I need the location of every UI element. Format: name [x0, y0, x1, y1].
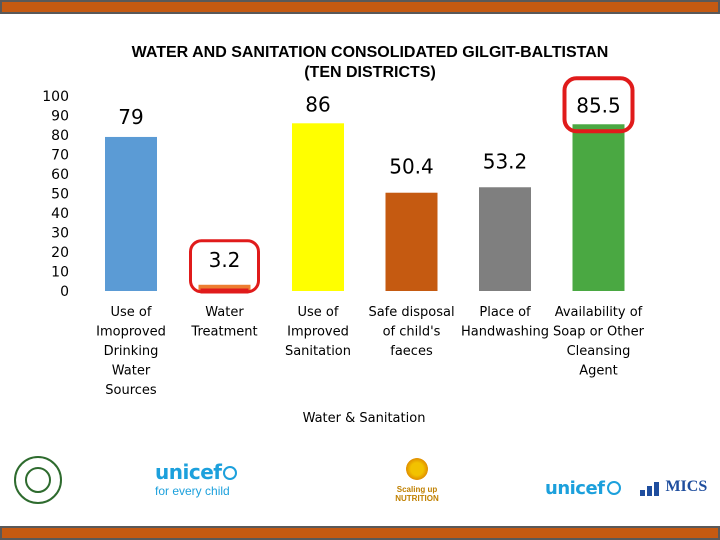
category-label: Handwashing: [461, 325, 549, 340]
category-label: Water: [112, 364, 151, 379]
chart-title: WATER AND SANITATION CONSOLIDATED GILGIT…: [132, 44, 609, 81]
category-label: of child's: [383, 325, 441, 340]
bar: [292, 123, 344, 291]
category-label: Cleansing: [567, 344, 631, 359]
category-label: Soap or Other: [553, 325, 645, 340]
data-label: 3.2: [209, 248, 241, 272]
y-tick-label: 0: [60, 284, 69, 300]
category-label: Sources: [105, 383, 157, 398]
category-labels: Use of Imoproved Drinking Water Sources Water…: [96, 305, 644, 398]
category-label: Safe disposal: [368, 305, 454, 320]
y-tick-label: 20: [51, 245, 69, 261]
bars: [105, 123, 625, 292]
data-label: 79: [118, 105, 143, 129]
bar: [105, 136, 157, 291]
bar: [479, 187, 531, 291]
highlight-box: [562, 76, 635, 134]
y-tick-label: 30: [51, 226, 69, 242]
highlight-marks: [189, 76, 635, 294]
unicef-globe-icon-right: [606, 481, 621, 495]
nutrition-text: NUTRITION: [395, 494, 439, 503]
data-label: 86: [305, 92, 330, 116]
data-label: 50.4: [389, 155, 434, 179]
category-label: Improved: [287, 325, 349, 340]
category-label: Use of: [298, 305, 339, 320]
mics-text: MICS: [665, 478, 708, 496]
scaling-up-nutrition-logo: Scaling up NUTRITION: [382, 458, 452, 503]
unicef-wordmark: unicef: [155, 460, 222, 484]
bar: [385, 192, 438, 291]
y-tick-label: 100: [42, 89, 69, 105]
category-label: Water: [205, 305, 244, 320]
y-axis: 0 10 20 30 40 50 60 70 80 90 100: [42, 89, 69, 300]
y-tick-label: 60: [51, 167, 69, 183]
category-label: Place of: [479, 305, 531, 320]
unicef-logo-left: unicef for every child: [155, 460, 238, 498]
sun-icon: [406, 458, 428, 480]
y-tick-label: 40: [51, 206, 69, 222]
top-frame-bar: [0, 0, 720, 14]
unicef-wordmark-right: unicef: [545, 478, 605, 499]
unicef-tagline: for every child: [155, 484, 230, 498]
bar-chart: WATER AND SANITATION CONSOLIDATED GILGIT…: [42, 44, 644, 426]
y-tick-label: 80: [51, 128, 69, 144]
data-label: 85.5: [576, 93, 621, 117]
category-label: Drinking: [104, 344, 159, 359]
unicef-globe-icon: [223, 466, 238, 480]
category-label: Sanitation: [285, 344, 351, 359]
bottom-frame-bar: [0, 526, 720, 540]
chart-title-line-0: WATER AND SANITATION CONSOLIDATED GILGIT…: [132, 44, 609, 61]
category-label: Availability of: [555, 305, 643, 320]
unicef-logo-right: unicef: [545, 478, 621, 499]
y-tick-label: 10: [51, 265, 69, 281]
mics-bars-icon: [640, 478, 661, 496]
x-axis-label: Water & Sanitation: [303, 411, 426, 426]
category-label: Treatment: [190, 325, 257, 340]
y-tick-label: 70: [51, 148, 69, 164]
y-tick-label: 90: [51, 109, 69, 125]
scaling-up-text: Scaling up: [396, 485, 438, 494]
category-label: Agent: [579, 364, 617, 379]
mics-logo: MICS: [640, 478, 707, 496]
bar: [198, 284, 251, 291]
data-label: 53.2: [483, 149, 528, 173]
logo-row: unicef for every child Scaling up NUTRIT…: [0, 452, 720, 512]
chart-title-line-1: (TEN DISTRICTS): [304, 64, 436, 81]
value-labels: 79 3.2 86 50.4 53.2 85.5: [118, 92, 620, 271]
y-tick-label: 50: [51, 187, 69, 203]
category-label: Imoproved: [96, 325, 166, 340]
category-label: Use of: [111, 305, 152, 320]
government-emblem-icon: [14, 456, 62, 504]
bar: [572, 124, 625, 292]
category-label: faeces: [390, 344, 433, 359]
